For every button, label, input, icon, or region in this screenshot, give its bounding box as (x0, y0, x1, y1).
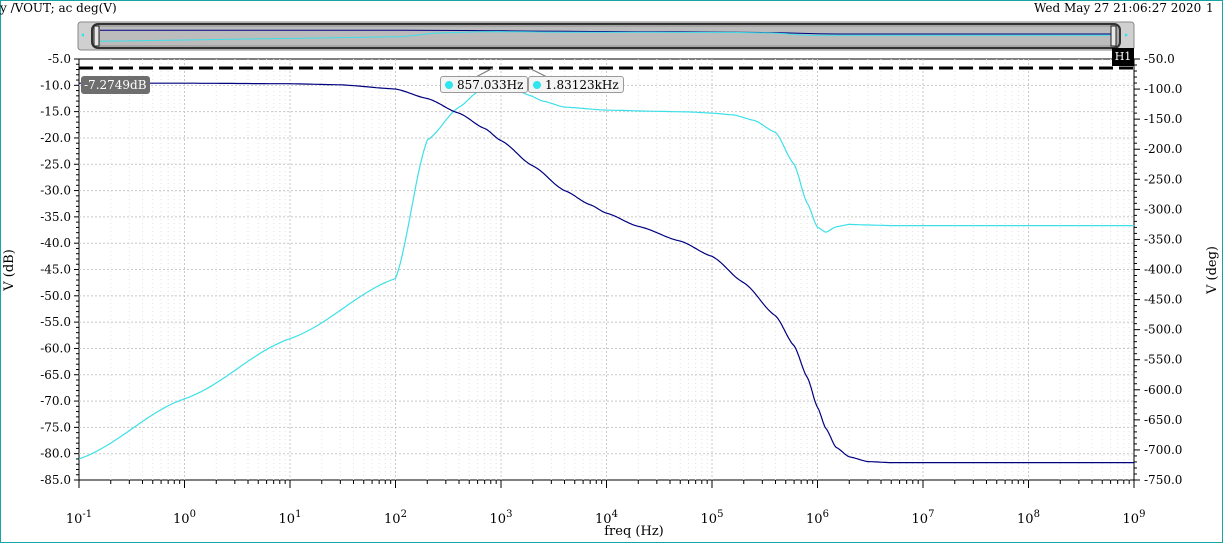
freq-marker-2[interactable]: 1.83123kHz (528, 76, 624, 93)
x-tick-label: 107 (912, 509, 935, 527)
y-tick-label: -45.0 (40, 263, 71, 277)
y-tick-label: -75.0 (40, 420, 71, 434)
y2-tick-label: -600.0 (1144, 383, 1182, 397)
tick-labels: 10-1 100 101 102 103 104 105 106 107 108 109-5.0-1… (40, 52, 1182, 527)
y2-tick-label: -550.0 (1144, 353, 1182, 367)
y2-tick-label: -350.0 (1144, 232, 1182, 246)
zoom-overview-area (100, 27, 1112, 45)
y2-tick-label: -450.0 (1144, 293, 1182, 307)
y-tick-label: -50.0 (40, 289, 71, 303)
x-tick-exponent: 2 (401, 509, 407, 520)
y-tick-label: -15.0 (40, 105, 71, 119)
y-tick-label: -65.0 (40, 368, 71, 382)
x-tick-base: 10 (1123, 512, 1140, 527)
x-tick-base: 10 (806, 512, 823, 527)
x-tick-exponent: -1 (82, 509, 92, 520)
x-tick-label: 103 (490, 509, 513, 527)
timestamp: Wed May 27 21:06:27 2020 (1034, 1, 1202, 15)
scroll-left-arrow-icon[interactable] (81, 33, 84, 37)
y-tick-label: -20.0 (40, 131, 71, 145)
phase-trace (78, 83, 1134, 460)
x-tick-label: 108 (1017, 509, 1040, 527)
y2-tick-label: -100.0 (1144, 82, 1182, 96)
x-tick-exponent: 7 (928, 509, 934, 520)
scroll-right-arrow-icon[interactable] (1125, 33, 1128, 37)
y2-tick-label: -150.0 (1144, 112, 1182, 126)
x-tick-base: 10 (701, 512, 718, 527)
y-axis-label: V (dB) (2, 249, 17, 292)
y-tick-label: -80.0 (40, 447, 71, 461)
page-indicator: 1 (1206, 1, 1214, 15)
freq-marker-1[interactable]: 857.033Hz (440, 76, 529, 93)
plot-area (78, 58, 1135, 481)
x-axis-label: freq (Hz) (604, 524, 664, 539)
x-tick-base: 10 (173, 512, 190, 527)
zoom-left-handle[interactable] (93, 25, 100, 47)
x-tick-label: 100 (173, 509, 196, 527)
x-tick-exponent: 1 (295, 509, 301, 520)
freq-marker-2-value: 1.83123kHz (545, 78, 619, 92)
x-tick-label: 101 (279, 509, 302, 527)
y-tick-label: -5.0 (48, 52, 71, 66)
h-marker-label[interactable]: H1 (1112, 48, 1134, 66)
x-tick-exponent: 3 (506, 509, 512, 520)
y2-tick-label: -300.0 (1144, 202, 1182, 216)
x-tick-base: 10 (384, 512, 401, 527)
x-tick-label: 10-1 (66, 509, 92, 527)
y2-axis-label: V (deg) (1205, 246, 1220, 295)
x-tick-label: 105 (701, 509, 724, 527)
zoom-scrollbar[interactable] (77, 21, 1135, 51)
y-tick-label: -40.0 (40, 236, 71, 250)
y-tick-label: -35.0 (40, 210, 71, 224)
x-tick-base: 10 (279, 512, 296, 527)
y2-tick-label: -700.0 (1144, 443, 1182, 457)
x-tick-exponent: 5 (717, 509, 723, 520)
y2-tick-label: -50.0 (1144, 52, 1175, 66)
traces (78, 82, 1134, 464)
x-tick-base: 10 (66, 512, 83, 527)
y2-tick-label: -650.0 (1144, 413, 1182, 427)
x-tick-base: 10 (1017, 512, 1034, 527)
x-tick-exponent: 8 (1034, 509, 1040, 520)
x-tick-base: 10 (595, 512, 612, 527)
x-tick-base: 10 (490, 512, 507, 527)
y2-tick-label: -200.0 (1144, 142, 1182, 156)
x-tick-base: 10 (912, 512, 929, 527)
overview-phase-trace (99, 31, 1112, 42)
y-tick-label: -10.0 (40, 78, 71, 92)
x-tick-label: 102 (384, 509, 407, 527)
y-marker-value[interactable]: -7.2749dB (81, 76, 150, 94)
trace-title: y /VOUT; ac deg(V) (0, 1, 117, 15)
y-tick-label: -30.0 (40, 184, 71, 198)
x-tick-exponent: 4 (612, 509, 618, 520)
y2-tick-label: -250.0 (1144, 172, 1182, 186)
x-tick-label: 104 (595, 509, 618, 527)
x-tick-label: 106 (806, 509, 829, 527)
marker-dot-icon (533, 80, 541, 89)
x-tick-exponent: 0 (190, 509, 196, 520)
freq-marker-1-value: 857.033Hz (457, 78, 524, 92)
y-tick-label: -25.0 (40, 157, 71, 171)
x-tick-label: 109 (1123, 509, 1146, 527)
axes (74, 58, 1140, 488)
y-tick-label: -85.0 (40, 473, 71, 487)
y-tick-label: -60.0 (40, 341, 71, 355)
freq-marker-1-pointer (475, 67, 494, 78)
x-tick-exponent: 6 (823, 509, 829, 520)
x-tick-exponent: 9 (1139, 509, 1145, 520)
y-tick-label: -70.0 (40, 394, 71, 408)
y2-tick-label: -750.0 (1144, 473, 1182, 487)
magnitude-trace (79, 82, 1134, 464)
y2-tick-label: -500.0 (1144, 323, 1182, 337)
y2-tick-label: -400.0 (1144, 263, 1182, 277)
y-tick-label: -55.0 (40, 315, 71, 329)
overview-magnitude-trace (100, 29, 1112, 35)
zoom-right-handle[interactable] (1110, 25, 1117, 47)
freq-marker-2-pointer (528, 67, 548, 78)
marker-dot-icon (445, 80, 453, 89)
